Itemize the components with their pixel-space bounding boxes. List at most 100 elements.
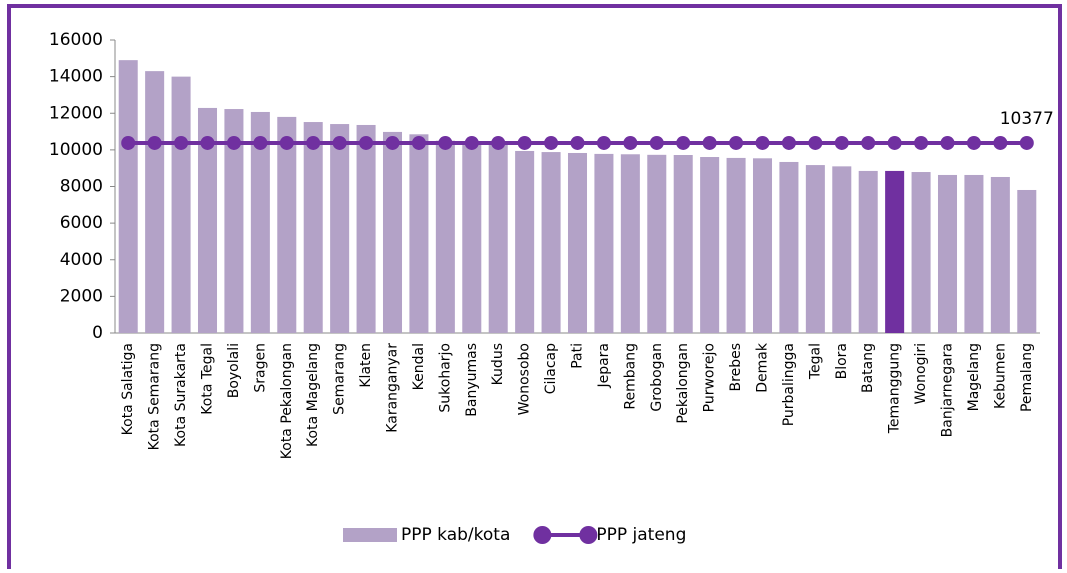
bar — [330, 124, 350, 333]
bar — [673, 155, 693, 333]
y-tick-label: 4000 — [60, 250, 103, 270]
x-tick-label: Pemalang — [1019, 343, 1035, 412]
bar — [937, 174, 958, 333]
marker — [887, 135, 902, 150]
marker — [914, 135, 929, 150]
x-tick-label: Kota Surakarta — [173, 343, 189, 447]
bar — [118, 60, 138, 334]
marker — [861, 135, 876, 150]
marker — [544, 135, 559, 150]
bar — [462, 141, 482, 333]
x-tick-label: Kota Semarang — [147, 343, 163, 450]
y-tick-label: 6000 — [60, 213, 103, 233]
marker — [332, 135, 347, 150]
marker — [596, 135, 611, 150]
x-tick-label: Brebes — [728, 343, 744, 391]
x-tick-label: Temanggung — [887, 343, 903, 434]
bar — [145, 71, 165, 333]
x-tick-label: Kebumen — [992, 343, 1008, 409]
bar — [885, 170, 905, 333]
x-tick-label: Sragen — [252, 343, 268, 393]
marker — [570, 135, 585, 150]
marker — [993, 135, 1008, 150]
bar — [700, 157, 720, 333]
x-tick-label: Banyumas — [464, 343, 480, 417]
x-tick-label: Karanganyar — [385, 343, 401, 433]
bar — [594, 153, 614, 333]
marker — [147, 135, 162, 150]
x-tick-label: Grobogan — [649, 343, 665, 412]
x-tick-label: Wonosobo — [517, 343, 533, 415]
bar — [1017, 189, 1037, 333]
marker — [385, 135, 400, 150]
bar — [303, 122, 323, 333]
y-tick-label: 10000 — [49, 140, 103, 160]
x-tick-label: Kota Salatiga — [120, 343, 136, 435]
legend-swatch — [533, 526, 552, 544]
x-tick-label: Klaten — [358, 343, 374, 388]
x-tick-label: Blora — [834, 343, 850, 379]
marker — [464, 135, 479, 150]
marker — [517, 135, 532, 150]
marker — [411, 135, 426, 150]
x-tick-label: Kudus — [490, 343, 506, 385]
data-label: 10377 — [1000, 109, 1054, 129]
y-tick-label: 12000 — [49, 103, 103, 123]
bar — [250, 111, 270, 333]
marker — [702, 135, 717, 150]
marker — [121, 135, 136, 150]
marker — [623, 135, 638, 150]
marker — [438, 135, 453, 150]
marker — [755, 135, 770, 150]
bar — [805, 165, 825, 333]
bar — [197, 107, 218, 333]
bar — [779, 161, 799, 333]
x-tick-label: Boyolali — [226, 343, 242, 398]
bar — [964, 174, 984, 333]
bar — [647, 154, 667, 333]
bar — [620, 154, 640, 333]
x-tick-label: Kota Pekalongan — [279, 343, 295, 459]
x-tick-label: Batang — [860, 343, 876, 393]
x-tick-label: Pati — [570, 343, 586, 369]
x-tick-label: Pekalongan — [675, 343, 691, 424]
x-tick-label: Purbalingga — [781, 343, 797, 426]
x-tick-label: Tegal — [807, 343, 823, 380]
marker — [200, 135, 215, 150]
x-tick-label: Semarang — [332, 343, 348, 415]
marker — [306, 135, 321, 150]
x-tick-label: Sukoharjo — [437, 343, 453, 413]
marker — [966, 135, 981, 150]
bar — [752, 158, 773, 333]
legend-label: PPP jateng — [596, 525, 686, 545]
marker — [359, 135, 374, 150]
y-tick-label: 8000 — [60, 177, 103, 197]
bar — [435, 140, 455, 333]
legend-label: PPP kab/kota — [401, 525, 510, 545]
bar — [382, 131, 403, 333]
bar — [541, 152, 561, 333]
marker — [253, 135, 268, 150]
frame — [7, 4, 1062, 573]
marker — [781, 135, 796, 150]
marker — [279, 135, 294, 150]
bar — [726, 157, 746, 333]
marker — [649, 135, 664, 150]
x-tick-label: Rembang — [622, 343, 638, 410]
y-tick-label: 16000 — [49, 30, 103, 50]
marker — [808, 135, 823, 150]
x-tick-label: Jepara — [596, 343, 612, 389]
x-tick-label: Magelang — [966, 343, 982, 411]
bar — [409, 134, 429, 333]
bar — [488, 142, 508, 333]
x-tick-label: Cilacap — [543, 343, 559, 394]
bar — [356, 124, 376, 333]
bar — [832, 166, 852, 333]
bar — [277, 116, 297, 333]
bar — [567, 152, 588, 333]
bar — [858, 170, 878, 333]
y-tick-label: 2000 — [60, 286, 103, 306]
x-tick-label: Purworejo — [702, 343, 718, 412]
marker — [940, 135, 955, 150]
marker — [834, 135, 849, 150]
